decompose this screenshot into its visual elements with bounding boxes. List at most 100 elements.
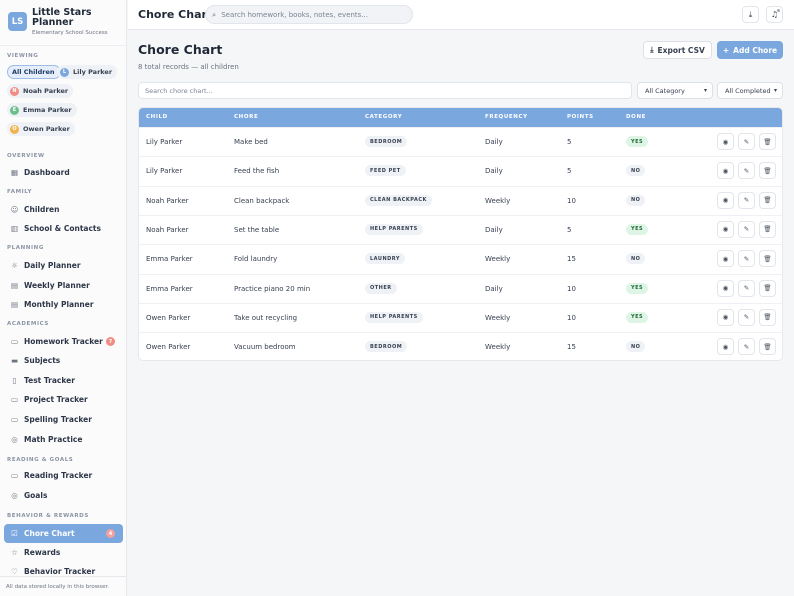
topbar: Chore Chart ⌕ Search homework, books, no… [128,0,794,30]
chore-search-input[interactable]: Search chore chart... [138,82,632,99]
sidebar-item-reading-tracker[interactable]: ▭ Reading Tracker [4,466,123,485]
done-status-badge[interactable]: YES [626,223,649,235]
export-csv-button[interactable]: ⤓ Export CSV [643,41,712,59]
edit-button[interactable]: ✎ [738,220,755,238]
sun-icon: ☼ [11,261,18,270]
sidebar-item-chore-chart[interactable]: ☑ Chore Chart 4 [4,524,123,543]
chip-lily-parker[interactable]: L Lily Parker [57,65,118,79]
cell-chore: Set the table [234,225,280,234]
table-row: Emma Parker Fold laundry LAUNDRY Weekly 15 NO… [139,244,782,273]
sidebar-item-homework-tracker[interactable]: ▭ Homework Tracker 7 [4,332,123,351]
edit-button[interactable]: ✎ [738,250,755,268]
cell-points: 5 [567,138,572,146]
cell-frequency: Daily [485,225,503,234]
pencil-icon: ✎ [743,137,750,146]
view-button[interactable]: ◉ [717,279,734,297]
done-status-badge[interactable]: YES [626,311,649,323]
view-button[interactable]: ◉ [717,162,734,180]
edit-button[interactable]: ✎ [738,162,755,180]
cell-child: Owen Parker [146,343,191,352]
view-button[interactable]: ◉ [717,250,734,268]
sidebar-item-math-practice[interactable]: ◎ Math Practice [4,430,123,449]
plus-icon: + [722,45,730,55]
delete-button[interactable]: 🗑 [759,220,776,238]
edit-button[interactable]: ✎ [738,338,755,356]
column-header-chore[interactable]: CHORE [234,114,259,120]
notifications-button[interactable]: ♫ [766,6,783,23]
sidebar-item-goals[interactable]: ◎ Goals [4,486,123,505]
view-button[interactable]: ◉ [717,191,734,209]
chip-owen-parker[interactable]: O Owen Parker [7,122,75,136]
delete-button[interactable]: 🗑 [759,191,776,209]
cell-points: 15 [567,255,576,264]
add-chore-button[interactable]: + Add Chore [717,41,783,59]
category-filter-select[interactable]: All Category ▾ [637,82,713,99]
global-search-input[interactable]: ⌕ Search homework, books, notes, events.… [205,5,413,24]
cell-frequency: Weekly [485,343,511,352]
done-status-badge[interactable]: YES [626,136,649,147]
view-button[interactable]: ◉ [717,133,734,150]
edit-button[interactable]: ✎ [738,191,755,209]
done-status-badge[interactable]: NO [626,165,646,177]
page-title: Chore Chart [138,42,223,57]
delete-button[interactable]: 🗑 [759,250,776,268]
cell-frequency: Weekly [485,313,511,322]
sidebar-item-dashboard[interactable]: ▦ Dashboard [4,163,123,182]
done-status-badge[interactable]: NO [626,194,646,206]
delete-button[interactable]: 🗑 [759,279,776,297]
bell-icon: ♫ [770,10,779,19]
sidebar-item-behavior-tracker[interactable]: ♡ Behavior Tracker [4,562,123,581]
avatar: O [10,124,19,134]
sidebar-item-rewards[interactable]: ☆ Rewards [4,543,123,562]
chip-all-children[interactable]: All Children [7,65,61,79]
chip-label: Owen Parker [23,125,70,133]
chip-noah-parker[interactable]: N Noah Parker [7,84,74,98]
sidebar-item-monthly-planner[interactable]: ▤ Monthly Planner [4,295,123,314]
table-header: CHILD CHORE CATEGORY FREQUENCY POINTS DO… [139,108,782,127]
edit-button[interactable]: ✎ [738,133,755,150]
records-summary: 8 total records — all children [138,63,239,71]
sidebar-item-spelling-tracker[interactable]: ▭ Spelling Tracker [4,410,123,429]
chip-emma-parker[interactable]: E Emma Parker [7,103,77,117]
sidebar-item-project-tracker[interactable]: ▭ Project Tracker [4,390,123,409]
sidebar-item-label: Homework Tracker [24,337,103,346]
view-button[interactable]: ◉ [717,220,734,238]
edit-button[interactable]: ✎ [738,279,755,297]
view-button[interactable]: ◉ [717,308,734,326]
sidebar-item-daily-planner[interactable]: ☼ Daily Planner [4,256,123,275]
delete-button[interactable]: 🗑 [759,162,776,180]
done-status-badge[interactable]: NO [626,253,646,265]
edit-button[interactable]: ✎ [738,308,755,326]
sidebar-item-label: Dashboard [24,168,70,177]
column-header-frequency[interactable]: FREQUENCY [485,114,528,120]
book-icon: ▭ [10,337,19,346]
grid-icon: ▦ [10,168,19,177]
download-button[interactable]: ⤓ [742,6,759,23]
column-header-done[interactable]: DONE [626,114,647,120]
sidebar-item-label: Chore Chart [24,529,75,538]
sidebar-item-test-tracker[interactable]: ▯ Test Tracker [4,371,123,390]
view-button[interactable]: ◉ [717,338,734,356]
delete-button[interactable]: 🗑 [759,308,776,326]
done-status-badge[interactable]: YES [626,282,649,294]
layers-icon: ▬ [10,356,19,365]
count-badge: 4 [106,529,115,538]
done-status-badge[interactable]: NO [626,341,646,353]
sidebar-item-subjects[interactable]: ▬ Subjects [4,351,123,370]
delete-button[interactable]: 🗑 [759,133,776,150]
building-icon: ▥ [10,224,19,233]
sidebar-item-weekly-planner[interactable]: ▤ Weekly Planner [4,276,123,295]
pencil-icon: ✎ [743,284,750,292]
notification-dot [777,9,780,12]
column-header-points[interactable]: POINTS [567,114,594,120]
cell-points: 10 [567,313,576,322]
column-header-category[interactable]: CATEGORY [365,114,403,120]
sidebar-item-label: Rewards [24,548,61,557]
eye-icon: ◉ [722,342,729,351]
delete-button[interactable]: 🗑 [759,338,776,356]
column-header-child[interactable]: CHILD [146,114,168,120]
sidebar-item-school-contacts[interactable]: ▥ School & Contacts [4,219,123,238]
sidebar-item-children[interactable]: ☺ Children [4,200,123,219]
storage-note: All data stored locally in this browser. [0,576,126,596]
completed-filter-select[interactable]: All Completed ▾ [717,82,783,99]
